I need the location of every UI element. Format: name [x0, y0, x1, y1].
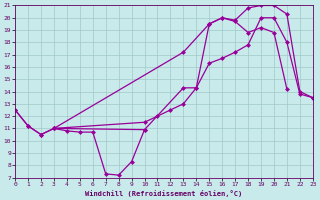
X-axis label: Windchill (Refroidissement éolien,°C): Windchill (Refroidissement éolien,°C): [85, 190, 243, 197]
